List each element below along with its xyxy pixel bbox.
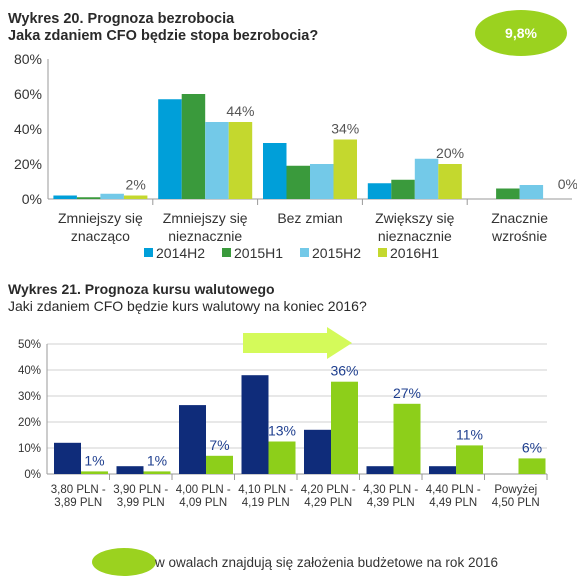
data-label: 6% — [522, 439, 542, 455]
bar — [519, 185, 544, 199]
data-label: 44% — [226, 103, 254, 119]
bar — [143, 471, 171, 474]
x-tick-label: 4,49 PLN — [429, 497, 477, 509]
data-label: 1% — [84, 452, 104, 468]
bar — [331, 381, 358, 474]
bar — [241, 375, 269, 474]
bar — [518, 458, 546, 474]
x-tick-label: 3,89 PLN — [54, 497, 102, 509]
data-label: 34% — [331, 121, 359, 137]
y-tick-label: 60% — [14, 86, 42, 102]
data-label: 20% — [436, 145, 464, 161]
bar — [116, 466, 144, 474]
data-label: 0% — [558, 176, 577, 192]
x-tick-label: 4,50 PLN — [492, 497, 540, 509]
data-label: 2% — [126, 177, 146, 193]
bar — [76, 197, 101, 199]
x-tick-label: Zwiększy się — [375, 210, 455, 226]
y-tick-label: 0% — [24, 469, 41, 481]
bar — [496, 188, 520, 199]
x-tick-label: znacząco — [71, 228, 130, 244]
bar — [414, 158, 439, 199]
bar — [53, 195, 77, 199]
x-tick-label: Powyżej — [494, 484, 537, 496]
chart2-subtitle: Jaki zdaniem CFO będzie kurs walutowy na… — [8, 298, 367, 314]
legend-label: 2014H2 — [156, 245, 205, 261]
bar — [205, 122, 229, 199]
y-tick-label: 50% — [18, 339, 41, 351]
x-tick-label: nieznacznie — [168, 228, 242, 244]
bar — [268, 441, 296, 474]
bar — [333, 139, 357, 199]
chart1-subtitle: Jaka zdaniem CFO będzie stopa bezrobocia… — [8, 28, 319, 44]
chart2-title: Wykres 21. Prognoza kursu walutowego — [8, 281, 275, 297]
y-tick-label: 40% — [18, 365, 41, 377]
x-tick-label: 4,09 PLN — [179, 497, 227, 509]
data-label: 36% — [330, 363, 358, 379]
x-tick-label: 4,19 PLN — [242, 497, 290, 509]
x-tick-label: 4,29 PLN — [304, 497, 352, 509]
legend-swatch — [300, 248, 309, 257]
x-tick-label: nieznacznie — [378, 228, 452, 244]
bar — [367, 183, 392, 199]
bar — [456, 445, 483, 474]
data-label: 1% — [147, 452, 167, 468]
y-tick-label: 20% — [18, 417, 41, 429]
bar — [310, 164, 334, 199]
x-tick-label: Zmniejszy się — [58, 210, 143, 226]
legend-swatch — [378, 248, 387, 257]
data-label: 7% — [209, 437, 229, 453]
x-tick-label: 4,00 PLN - — [176, 484, 231, 496]
bar — [429, 466, 456, 474]
bar — [366, 466, 394, 474]
trend-arrow — [243, 327, 352, 359]
x-tick-label: 3,80 PLN - — [51, 484, 106, 496]
bar — [123, 195, 148, 199]
bar — [438, 164, 462, 199]
bar — [54, 442, 81, 474]
footer-note: w owalach znajdują się założenia budżeto… — [155, 555, 498, 570]
legend-label: 2016H1 — [390, 245, 439, 261]
legend-swatch — [144, 248, 153, 257]
y-tick-label: 10% — [18, 443, 41, 455]
x-tick-label: 4,39 PLN — [367, 497, 415, 509]
bar — [158, 99, 182, 199]
data-label: 13% — [268, 423, 296, 439]
x-tick-label: 3,99 PLN — [117, 497, 165, 509]
x-tick-label: 4,20 PLN - — [301, 484, 356, 496]
legend-swatch — [222, 248, 231, 257]
legend-label: 2015H1 — [234, 245, 283, 261]
bar — [304, 429, 331, 474]
bar — [179, 405, 206, 474]
y-tick-label: 20% — [14, 156, 42, 172]
unemployment-chart: 0% 20% 40% 60% 80% 2% Zmniejszy się znacząco 44%… — [14, 51, 577, 261]
chart1-title: Wykres 20. Prognoza bezrobocia — [8, 11, 235, 27]
y-tick-label: 0% — [22, 191, 42, 207]
x-tick-label: 3,90 PLN - — [113, 484, 168, 496]
x-tick-label: 4,40 PLN - — [426, 484, 481, 496]
x-tick-label: Zmniejszy się — [163, 210, 248, 226]
x-tick-label: Bez zmian — [277, 210, 342, 226]
bar — [263, 143, 287, 199]
y-tick-label: 80% — [14, 51, 42, 67]
y-tick-label: 30% — [18, 391, 41, 403]
x-tick-label: 4,10 PLN - — [238, 484, 293, 496]
x-tick-label: Znacznie — [491, 210, 548, 226]
bar — [81, 471, 108, 474]
data-label: 27% — [393, 385, 421, 401]
budget-assumption-ellipse — [92, 548, 156, 576]
bar — [286, 165, 310, 199]
bar — [181, 94, 206, 199]
unemployment-budget-badge: 9,8% — [475, 10, 567, 56]
bar — [100, 193, 124, 199]
bar — [228, 122, 253, 199]
x-tick-label: wzrośnie — [491, 228, 547, 244]
bar — [206, 455, 233, 474]
data-label: 11% — [456, 426, 483, 442]
bar — [391, 179, 415, 199]
y-tick-label: 40% — [14, 121, 42, 137]
legend-label: 2015H2 — [312, 245, 361, 261]
x-tick-label: 4,30 PLN - — [363, 484, 418, 496]
bar — [393, 403, 421, 474]
